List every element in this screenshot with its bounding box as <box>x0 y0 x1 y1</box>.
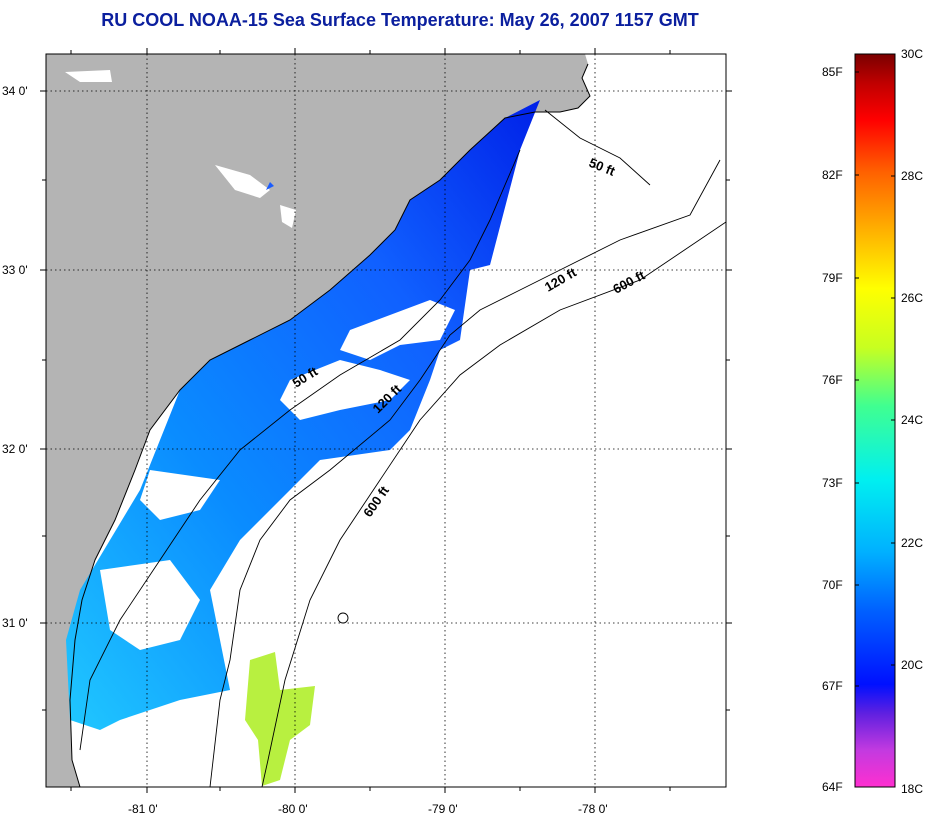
colorbar <box>854 53 896 788</box>
map-frame <box>45 53 727 788</box>
cloud-gap <box>280 360 410 420</box>
colorbar-c-label: 22C <box>901 536 923 550</box>
contour-50ft <box>79 109 651 751</box>
lat-label: 31 0' <box>2 616 28 630</box>
colorbar-f-label: 85F <box>822 65 843 79</box>
land-mass <box>46 54 590 787</box>
lat-label: 34 0' <box>2 84 28 98</box>
colorbar-f-label: 76F <box>822 373 843 387</box>
contour-islet <box>337 612 349 624</box>
colorbar-f-label: 73F <box>822 476 843 490</box>
lat-label: 32 0' <box>2 442 28 456</box>
colorbar-c-label: 26C <box>901 291 923 305</box>
colorbar-f-label: 64F <box>822 780 843 794</box>
axis-ticks <box>40 48 732 793</box>
cloud-gap <box>140 470 220 520</box>
colorbar-c-label: 18C <box>901 782 923 796</box>
colorbar-ticks <box>855 53 895 687</box>
inland-patch <box>266 182 274 190</box>
colorbar-f-label: 82F <box>822 168 843 182</box>
graticule <box>46 54 726 787</box>
colorbar-c-label: 24C <box>901 413 923 427</box>
cloud-gap <box>340 300 455 360</box>
cloud-gap <box>100 560 200 650</box>
coastline <box>69 63 591 787</box>
map-title: RU COOL NOAA-15 Sea Surface Temperature:… <box>101 10 699 30</box>
contour-120ft <box>209 159 721 787</box>
lon-label: -80 0' <box>278 802 308 816</box>
lat-label: 33 0' <box>2 263 28 277</box>
lon-label: -78 0' <box>578 802 608 816</box>
contour-600ft <box>261 221 726 787</box>
inland-patch <box>215 165 270 198</box>
colorbar-f-label: 79F <box>822 271 843 285</box>
inland-patch <box>280 205 296 228</box>
colorbar-c-label: 28C <box>901 169 923 183</box>
warm-patch <box>245 652 315 786</box>
colorbar-c-label: 20C <box>901 658 923 672</box>
lon-label: -79 0' <box>428 802 458 816</box>
lon-label: -81 0' <box>128 802 158 816</box>
inland-patch <box>65 70 112 82</box>
colorbar-f-label: 67F <box>822 679 843 693</box>
colorbar-c-label: 30C <box>901 47 923 61</box>
colorbar-f-label: 70F <box>822 578 843 592</box>
